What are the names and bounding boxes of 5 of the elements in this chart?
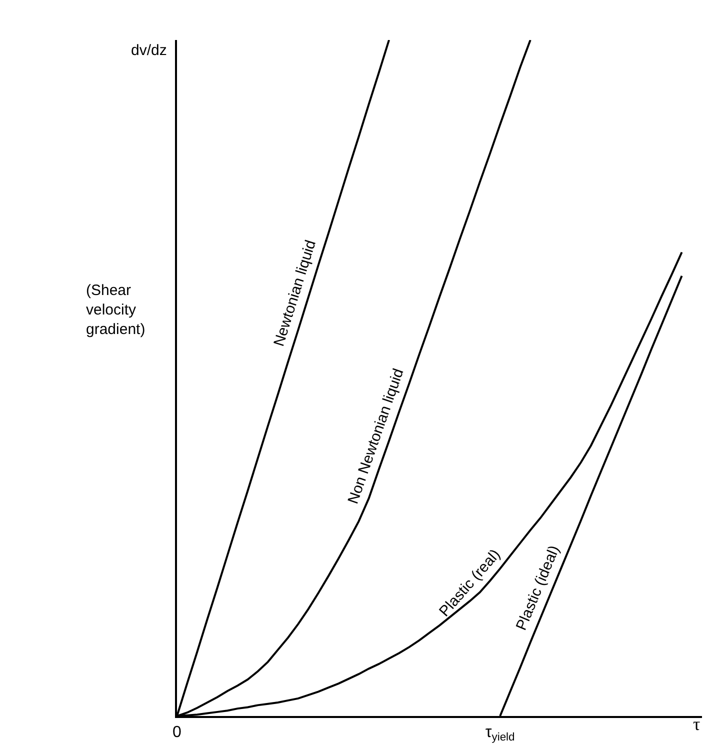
y-axis-title: dv/dz (131, 42, 167, 59)
x-tick-label: τ$_{yield}$ (485, 724, 515, 744)
x-axis-title: τ (693, 714, 700, 734)
x-tick-label: 0 (172, 724, 182, 742)
text: (Shear velocity gradient) (86, 282, 146, 338)
